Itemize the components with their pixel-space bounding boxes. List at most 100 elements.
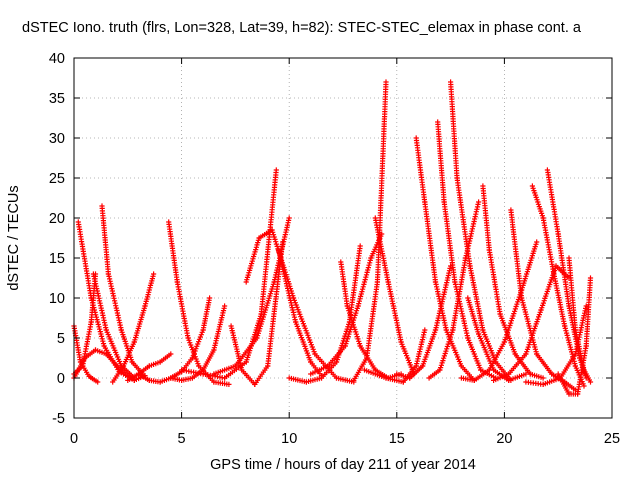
marker-segment — [275, 247, 299, 325]
data-series — [426, 199, 482, 381]
marker-segment — [90, 271, 109, 333]
marker-segment — [258, 167, 279, 317]
y-axis-label: dSTEC / TECUs — [6, 185, 22, 291]
marker-segment — [254, 279, 277, 341]
x-tick-label: 15 — [389, 431, 405, 447]
marker-segment — [544, 167, 561, 237]
y-tick-label: 35 — [49, 91, 65, 107]
marker-segment — [120, 339, 137, 369]
marker-segment — [486, 247, 503, 317]
marker-segment — [476, 331, 497, 373]
marker-segment — [555, 231, 572, 309]
marker-segment — [99, 203, 111, 277]
data-series — [243, 227, 357, 385]
axis-ticks: 0 5 10 15 20 25 -5 0 5 10 15 20 25 30 35 40 — [49, 51, 620, 447]
marker-segment — [355, 255, 374, 309]
marker-segment — [519, 295, 540, 357]
data-series — [566, 255, 594, 385]
marker-segment — [211, 363, 238, 377]
y-tick-label: 0 — [57, 371, 65, 387]
marker-segment — [467, 263, 486, 333]
data-series — [491, 263, 572, 383]
marker-segment — [437, 327, 456, 373]
marker-segment — [538, 263, 559, 313]
y-tick-label: 25 — [49, 171, 65, 187]
marker-segment — [540, 215, 557, 277]
y-tick-label: -5 — [52, 411, 65, 427]
marker-segment — [555, 371, 572, 397]
data-series — [480, 183, 546, 381]
marker-segment — [506, 371, 529, 383]
y-tick-label: 15 — [49, 251, 65, 267]
marker-segment — [185, 335, 202, 369]
x-tick-label: 20 — [496, 431, 512, 447]
marker-segment — [583, 275, 594, 349]
data-series — [372, 215, 417, 377]
data-series — [166, 219, 232, 387]
marker-segment — [432, 279, 449, 333]
data-series — [351, 79, 389, 383]
marker-segment — [413, 135, 428, 205]
y-tick-label: 10 — [49, 291, 65, 307]
marker-segment — [454, 175, 473, 269]
data-series — [275, 247, 325, 379]
marker-segment — [131, 303, 148, 345]
y-tick-label: 5 — [57, 331, 65, 347]
marker-segment — [86, 373, 101, 385]
marker-segment — [71, 323, 84, 365]
marker-segment — [243, 235, 262, 285]
marker-segment — [351, 355, 370, 383]
grid-lines — [74, 58, 612, 418]
data-markers — [71, 79, 594, 397]
marker-segment — [435, 119, 447, 205]
marker-segment — [497, 311, 518, 357]
data-series — [71, 347, 131, 381]
data-series — [211, 215, 292, 377]
marker-segment — [293, 319, 314, 365]
marker-segment — [420, 327, 439, 369]
data-series — [361, 327, 428, 385]
marker-segment — [325, 343, 348, 369]
marker-segment — [523, 379, 546, 387]
x-axis-label: GPS time / hours of day 211 of year 2014 — [210, 457, 476, 473]
x-tick-label: 0 — [70, 431, 78, 447]
marker-segment — [338, 259, 350, 309]
marker-segment — [448, 79, 460, 181]
marker-segment — [452, 279, 471, 341]
marker-segment — [200, 347, 217, 373]
marker-segment — [581, 367, 594, 385]
data-series — [71, 271, 99, 377]
marker-segment — [441, 199, 458, 285]
marker-segment — [211, 303, 228, 353]
marker-segment — [105, 271, 124, 333]
marker-segment — [318, 359, 340, 381]
marker-segment — [174, 279, 191, 341]
data-series — [228, 239, 286, 387]
marker-segment — [211, 379, 232, 387]
marker-segment — [519, 239, 540, 293]
marker-segment — [228, 323, 245, 373]
marker-segment — [166, 219, 180, 285]
marker-segment — [142, 271, 157, 309]
marker-segment — [103, 327, 124, 369]
data-series — [136, 295, 213, 385]
marker-segment — [364, 279, 380, 361]
marker-segment — [566, 255, 578, 333]
marker-segment — [333, 319, 353, 365]
marker-segment — [252, 363, 271, 387]
y-tick-label: 20 — [49, 211, 65, 227]
marker-segment — [344, 303, 363, 349]
marker-segment — [465, 335, 484, 373]
plot-frame — [73, 57, 613, 419]
y-tick-label: 40 — [49, 51, 65, 67]
x-tick-label: 10 — [281, 431, 297, 447]
marker-segment — [527, 371, 546, 381]
chart-title: dSTEC Iono. truth (flrs, Lon=328, Lat=39… — [22, 20, 581, 36]
data-series — [458, 239, 540, 383]
data-series — [394, 263, 454, 381]
marker-segment — [290, 295, 318, 357]
marker-segment — [372, 215, 391, 285]
marker-segment — [480, 183, 492, 253]
data-series — [435, 119, 499, 381]
